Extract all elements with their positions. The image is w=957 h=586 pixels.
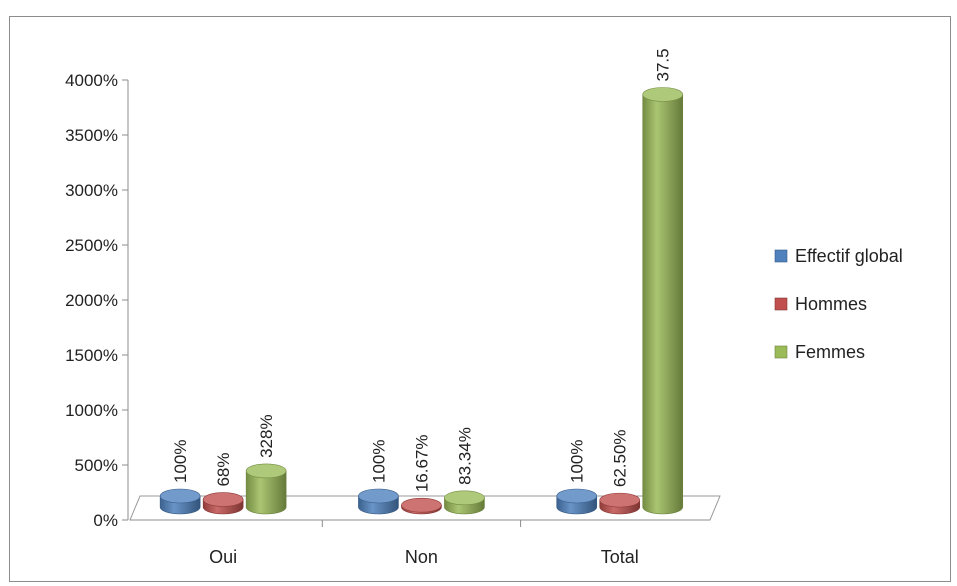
- legend-label: Hommes: [795, 294, 867, 314]
- bar-body: [245, 470, 287, 515]
- legend-label: Effectif global: [795, 246, 903, 266]
- bar-cap: [159, 488, 201, 504]
- data-label: 16.67%: [412, 434, 431, 492]
- x-category-label: Total: [601, 547, 639, 567]
- data-label: 37.5: [654, 48, 673, 81]
- legend-item: Effectif global: [774, 246, 903, 266]
- bar-cap: [245, 463, 287, 479]
- bar-femmes-oui: [245, 463, 287, 515]
- y-tick-label: 2000%: [65, 291, 118, 310]
- chart-frame: [9, 16, 951, 582]
- data-label: 100%: [369, 440, 388, 483]
- legend-swatch: [774, 345, 788, 359]
- x-axis: Oui Non Total: [209, 520, 639, 567]
- bar-hommes-non: [401, 497, 442, 515]
- legend-swatch: [774, 297, 788, 311]
- data-label: 83.34%: [455, 427, 474, 485]
- bar-femmes-total: [642, 87, 684, 515]
- bar-cap: [556, 488, 598, 504]
- legend-item: Hommes: [774, 294, 867, 314]
- y-tick-label: 1000%: [65, 401, 118, 420]
- x-category-label: Non: [405, 547, 438, 567]
- y-tick-label: 500%: [75, 456, 118, 475]
- data-label: 328%: [257, 414, 276, 457]
- y-tick-label: 3000%: [65, 181, 118, 200]
- data-label: 68%: [214, 452, 233, 486]
- bar-cap: [202, 492, 244, 507]
- bar-cap: [358, 488, 399, 504]
- y-tick-label: 2500%: [65, 236, 118, 255]
- data-labels: 100% 68% 328% 100% 16.67% 83.34% 100% 62.50% 37.…: [171, 48, 673, 492]
- legend-label: Femmes: [795, 342, 865, 362]
- bars: [159, 87, 684, 515]
- y-tick-label: 0%: [93, 511, 118, 530]
- y-tick-label: 4000%: [65, 71, 118, 90]
- bar-cap: [444, 490, 485, 506]
- y-axis: 0% 500% 1000% 1500% 2000% 2500% 3000% 3500% 4000…: [65, 71, 129, 530]
- bar-cap: [642, 87, 684, 102]
- data-label: 100%: [568, 440, 587, 483]
- x-category-label: Oui: [209, 547, 237, 567]
- legend-swatch: [774, 249, 788, 263]
- bar-cap: [401, 497, 442, 513]
- bar-body: [642, 94, 684, 515]
- bar-effectif-global-non: [358, 488, 399, 515]
- y-tick-label: 1500%: [65, 346, 118, 365]
- bar-hommes-total: [599, 492, 641, 515]
- bar-effectif-global-total: [556, 488, 598, 515]
- y-tick-label: 3500%: [65, 126, 118, 145]
- bar-femmes-non: [444, 490, 485, 515]
- legend: Effectif global Hommes Femmes: [774, 246, 903, 362]
- bar-effectif-global-oui: [159, 488, 201, 515]
- data-label: 62.50%: [611, 429, 630, 487]
- bar-cap: [599, 492, 641, 508]
- legend-item: Femmes: [774, 342, 865, 362]
- data-label: 100%: [171, 440, 190, 483]
- bar-hommes-oui: [202, 492, 244, 515]
